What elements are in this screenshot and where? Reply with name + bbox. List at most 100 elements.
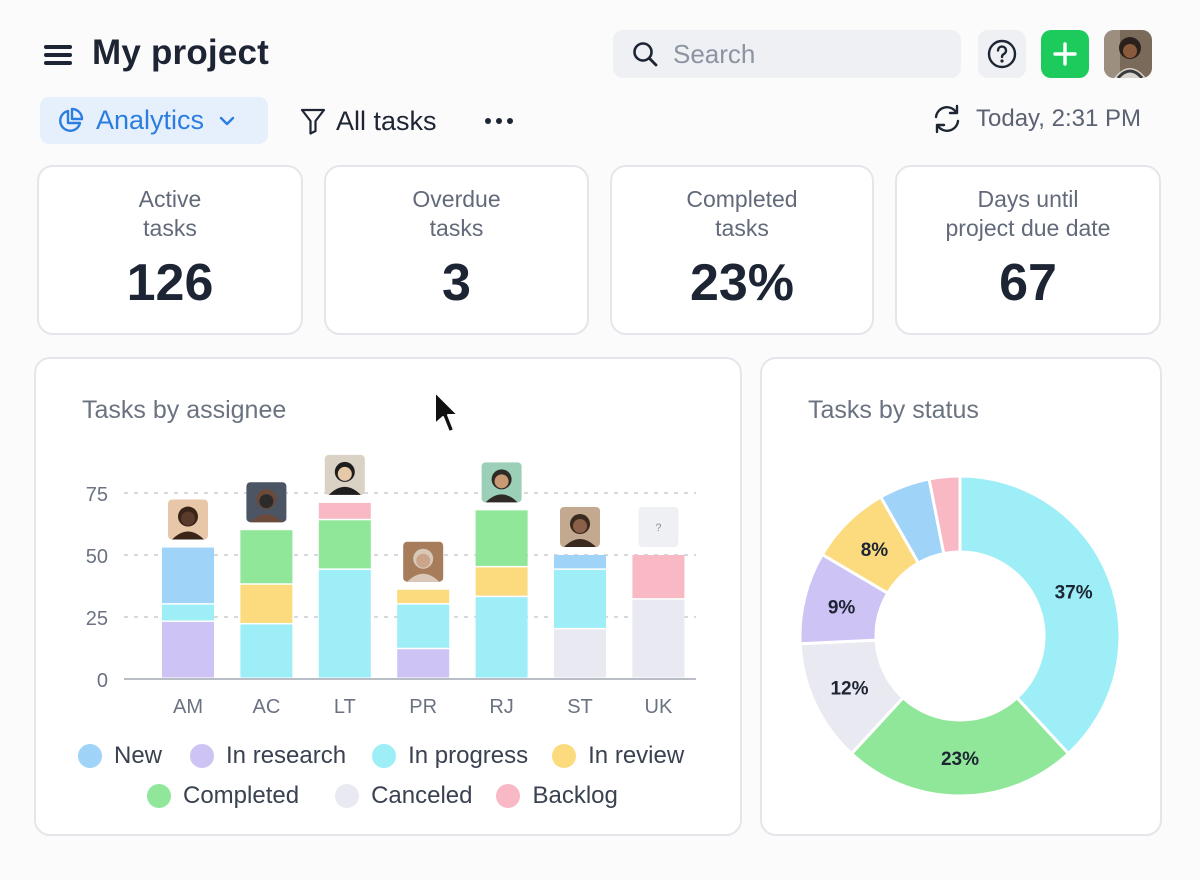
analytics-label: Analytics xyxy=(96,105,205,135)
x-tick-label: PR xyxy=(409,696,437,718)
stat-card-completed-tasks[interactable]: Completed tasks 23% xyxy=(610,165,874,335)
legend-item-canceled[interactable]: Canceled xyxy=(335,782,472,810)
legend-item-in-research[interactable]: In research xyxy=(190,742,346,770)
y-tick-label: 0 xyxy=(97,670,108,692)
bar-segment-am-in-progress[interactable] xyxy=(162,604,214,621)
y-tick-label: 50 xyxy=(86,546,108,568)
bar-segment-pr-in-review[interactable] xyxy=(397,589,450,604)
bar-segment-lt-completed[interactable] xyxy=(318,520,371,569)
legend-dot xyxy=(552,744,577,768)
tasks-by-status-chart: 37% 23% 12% 9% 8% xyxy=(798,474,1122,798)
stat-value: 126 xyxy=(126,254,214,312)
legend-row-1: New In research In progress In review xyxy=(78,742,684,770)
donut-slice-label: 8% xyxy=(861,540,889,561)
user-photo-icon xyxy=(1104,30,1152,78)
legend-item-backlog[interactable]: Backlog xyxy=(496,782,618,810)
filter-label: All tasks xyxy=(336,105,437,136)
bar-segment-ac-completed[interactable] xyxy=(240,530,293,584)
stat-card-days-until-due[interactable]: Days until project due date 67 xyxy=(895,165,1161,335)
analytics-view-dropdown[interactable]: Analytics xyxy=(40,97,268,144)
stat-label: Completed tasks xyxy=(686,186,798,241)
legend-dot xyxy=(190,744,215,768)
assignee-avatar-rj[interactable] xyxy=(481,462,522,503)
legend-item-completed[interactable]: Completed xyxy=(147,782,299,810)
x-tick-label: RJ xyxy=(489,696,513,718)
last-updated-time: Today, 2:31 PM xyxy=(976,105,1141,132)
mouse-cursor-icon xyxy=(434,391,459,433)
bar-segment-rj-in-progress[interactable] xyxy=(475,597,528,678)
tasks-by-assignee-panel: Tasks by assignee 0 25 50 75 AM AC LT PR RJ ST UK?… xyxy=(34,357,742,836)
stat-label: Active tasks xyxy=(138,186,202,241)
bar-segment-uk-canceled[interactable] xyxy=(632,599,685,678)
legend-dot xyxy=(78,744,102,768)
bar-segment-st-canceled[interactable] xyxy=(554,629,606,678)
filter-icon xyxy=(300,108,326,135)
stat-value: 23% xyxy=(689,254,795,312)
stat-label: Days until project due date xyxy=(945,186,1111,241)
donut-slice-label: 23% xyxy=(941,749,979,770)
x-tick-label: UK xyxy=(645,696,673,718)
y-tick-label: 75 xyxy=(86,484,108,506)
x-tick-label: AM xyxy=(173,696,203,718)
filter-button[interactable]: All tasks xyxy=(300,100,437,142)
stat-card-active-tasks[interactable]: Active tasks 126 xyxy=(37,165,303,335)
donut-slice-label: 37% xyxy=(1055,583,1093,604)
donut-slice-label: 12% xyxy=(830,679,868,700)
legend-dot xyxy=(496,784,521,808)
x-tick-label: AC xyxy=(253,696,281,718)
plus-icon xyxy=(1053,42,1077,66)
legend-dot xyxy=(372,744,397,768)
bar-segment-st-in-progress[interactable] xyxy=(554,569,606,628)
refresh-icon[interactable] xyxy=(930,102,964,136)
bar-segment-ac-in-review[interactable] xyxy=(240,584,293,623)
page-title: My project xyxy=(92,33,270,72)
unknown-avatar-label: ? xyxy=(655,522,661,534)
bar-segment-am-in-research[interactable] xyxy=(162,621,214,678)
donut-slice-label: 9% xyxy=(828,598,856,619)
bar-segment-am-new[interactable] xyxy=(162,547,214,604)
search-icon xyxy=(633,42,658,67)
search-box[interactable] xyxy=(613,30,961,78)
bar-segment-uk-backlog[interactable] xyxy=(632,555,685,599)
user-avatar[interactable] xyxy=(1104,30,1152,78)
bar-segment-pr-in-research[interactable] xyxy=(397,649,450,678)
legend-item-in-review[interactable]: In review xyxy=(552,742,684,770)
add-button[interactable] xyxy=(1041,30,1089,78)
pie-chart-icon xyxy=(59,107,84,132)
x-tick-label: LT xyxy=(334,696,356,718)
assignee-avatar-pr[interactable] xyxy=(403,541,444,582)
bar-segment-rj-in-review[interactable] xyxy=(475,567,528,596)
help-button[interactable] xyxy=(978,30,1026,78)
bar-segment-ac-in-progress[interactable] xyxy=(240,624,293,678)
more-options-button[interactable] xyxy=(480,104,518,138)
assignee-avatar-st[interactable] xyxy=(560,507,600,547)
legend-item-in-progress[interactable]: In progress xyxy=(372,742,528,770)
bar-segment-rj-completed[interactable] xyxy=(475,510,528,566)
bar-segment-lt-in-progress[interactable] xyxy=(318,569,371,678)
legend-item-new[interactable]: New xyxy=(78,742,162,770)
donut-slice-in-progress[interactable] xyxy=(958,474,1122,756)
assignee-avatar-uk[interactable]: ? xyxy=(638,507,679,547)
assignee-avatar-lt[interactable] xyxy=(324,454,365,495)
refresh-status[interactable]: Today, 2:31 PM xyxy=(930,102,1141,136)
chevron-down-icon xyxy=(219,116,235,125)
panel-title: Tasks by assignee xyxy=(82,396,287,424)
bar-segment-st-new[interactable] xyxy=(554,555,606,569)
assignee-avatar-ac[interactable] xyxy=(246,482,287,523)
donut-slice-backlog[interactable] xyxy=(927,474,962,556)
donut-slice-completed[interactable] xyxy=(849,695,1071,798)
more-horizontal-icon xyxy=(485,118,513,124)
question-circle-icon xyxy=(987,39,1017,69)
tasks-by-status-panel: Tasks by status 37% 23% 12% 9% 8% xyxy=(760,357,1162,836)
stat-label: Overdue tasks xyxy=(412,186,501,241)
bar-segment-lt-backlog[interactable] xyxy=(318,502,371,519)
bar-segment-pr-in-progress[interactable] xyxy=(397,604,450,648)
stat-card-overdue-tasks[interactable]: Overdue tasks 3 xyxy=(324,165,589,335)
assignee-avatar-am[interactable] xyxy=(168,499,208,540)
menu-button[interactable] xyxy=(40,38,76,72)
stat-value: 67 xyxy=(999,254,1057,312)
search-input[interactable] xyxy=(671,37,945,71)
tasks-by-assignee-chart: 0 25 50 75 AM AC LT PR RJ ST UK? xyxy=(86,454,696,718)
x-tick-label: ST xyxy=(567,696,593,718)
legend-dot xyxy=(335,784,360,808)
